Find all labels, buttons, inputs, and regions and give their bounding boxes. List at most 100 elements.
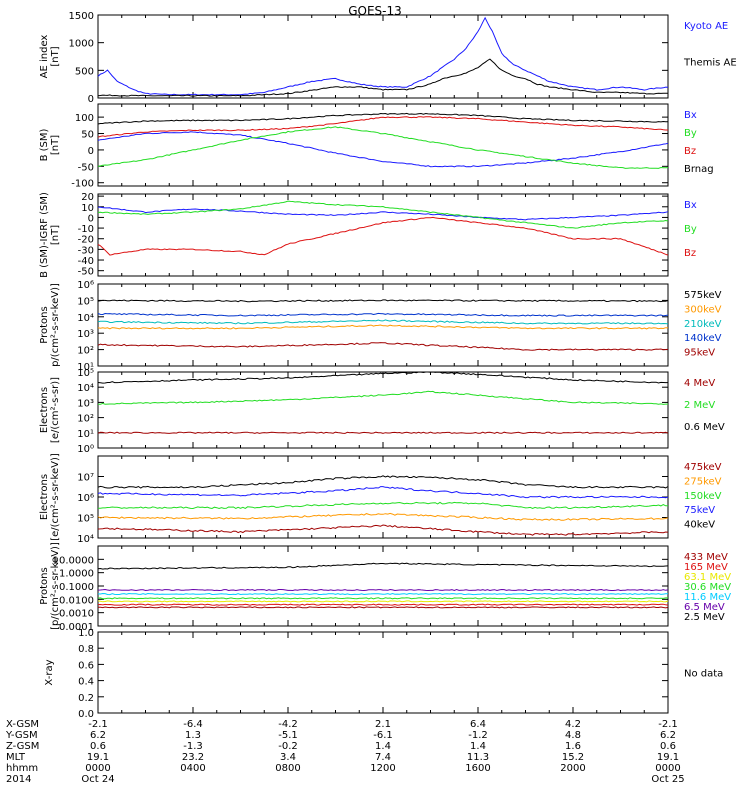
legend-entry: 11.6 MeV [684, 592, 731, 603]
series-line-40kev [97, 475, 669, 489]
y-tick-label: 0.0010 [59, 609, 94, 620]
y-tick-label: 1000 [69, 39, 94, 50]
axis-cell: 1.4 [375, 741, 391, 752]
y-tick-label: 1.0 [78, 628, 94, 639]
legend-entry: Bz [684, 146, 696, 157]
series-line-63-1-mev [97, 600, 669, 603]
series-line-210kev [97, 319, 669, 325]
axis-cell: 6.2 [90, 730, 106, 741]
axis-cell: Oct 24 [81, 774, 114, 785]
axis-cell: -1.3 [183, 741, 203, 752]
series-line-kyoto-ae [97, 16, 669, 96]
legend-entry: 275keV [684, 476, 722, 487]
y-tick-label: 10.0000 [53, 555, 94, 566]
axis-cell: 11.3 [467, 752, 489, 763]
series-line-brnag [97, 112, 669, 125]
axis-cell: 1.3 [185, 730, 201, 741]
y-tick-label: 10⁵ [77, 368, 94, 379]
y-tick-label: 0.4 [78, 677, 94, 688]
y-tick-label: 0 [88, 146, 94, 157]
series-line-30-6-mev [97, 597, 668, 600]
y-tick-label: 0.1000 [59, 582, 94, 593]
y-tick-label: 10⁶ [77, 280, 94, 291]
legend-entry: Bz [684, 248, 696, 259]
y-axis-label: [nT] [50, 46, 61, 66]
legend-entry: Themis AE [683, 58, 737, 69]
y-tick-label: -30 [78, 245, 94, 256]
axis-cell: 19.1 [657, 752, 679, 763]
y-tick-label: -40 [78, 256, 94, 267]
y-tick-label: -50 [78, 162, 94, 173]
axis-cell: 1.4 [470, 741, 486, 752]
y-axis-label: [nT] [50, 225, 61, 245]
series-line-475kev [97, 524, 669, 536]
series-line-2-5-mev [97, 562, 669, 570]
axis-cell: 0800 [275, 763, 300, 774]
axis-row-label: hhmm [6, 763, 38, 774]
axis-cell: 7.4 [375, 752, 391, 763]
panel-frame-1 [97, 103, 669, 187]
legend-entry: Bx [684, 200, 697, 211]
series-line-bx [97, 131, 669, 168]
y-tick-label: 10⁰ [77, 444, 94, 455]
axis-cell: Oct 25 [651, 774, 684, 785]
axis-cell: 0.6 [90, 741, 106, 752]
y-tick-label: 10⁷ [77, 473, 94, 484]
y-tick-label: 10⁶ [77, 493, 94, 504]
legend-entry: 30.6 MeV [684, 582, 731, 593]
axis-cell: 3.4 [280, 752, 296, 763]
y-axis-label: [e/(cm²-s-sr)] [50, 377, 61, 443]
axis-cell: -2.1 [658, 719, 678, 730]
y-axis-label: p/(cm²-s-sr-keV)] [50, 283, 61, 367]
series-line-by [97, 200, 669, 229]
y-tick-label: 0.8 [78, 644, 94, 655]
axis-cell: 0400 [180, 763, 205, 774]
series-line-4-mev [97, 431, 669, 434]
y-tick-label: 50 [81, 130, 94, 141]
axis-cell: 6.2 [660, 730, 676, 741]
axis-cell: 15.2 [562, 752, 584, 763]
y-axis-label: [e/(cm²-s-sr-keV)] [50, 453, 61, 541]
legend-entry: 63.1 MeV [684, 572, 731, 583]
axis-cell: -5.1 [278, 730, 298, 741]
legend-entry: Kyoto AE [684, 21, 728, 32]
y-tick-label: 10⁴ [77, 383, 94, 394]
series-line-bx [97, 206, 669, 221]
y-tick-label: 10³ [77, 329, 94, 340]
series-line-6-5-mev [97, 588, 669, 592]
legend-entry: 475keV [684, 462, 722, 473]
y-tick-label: 0.0001 [59, 622, 94, 633]
legend-entry: 140keV [684, 333, 722, 344]
axis-cell: 0000 [85, 763, 110, 774]
y-axis-label: [nT] [50, 135, 61, 155]
axis-cell: -6.1 [373, 730, 393, 741]
y-tick-label: 10³ [77, 398, 94, 409]
axis-cell: 0.6 [660, 741, 676, 752]
legend-entry: 95keV [684, 348, 715, 359]
y-tick-label: 10⁵ [77, 296, 94, 307]
panel-frame-0 [97, 14, 669, 99]
axis-cell: -0.2 [278, 741, 298, 752]
y-tick-label: 10⁴ [77, 313, 94, 324]
y-axis-label: [p/(cm²-s-sr-keV)] [50, 542, 61, 630]
axis-cell: -4.2 [278, 719, 298, 730]
series-line-165-mev [97, 603, 669, 606]
y-axis-label: B (SM)-IGRF (SM) [39, 192, 50, 278]
y-tick-label: -10 [78, 224, 94, 235]
legend-entry: 575keV [684, 290, 722, 301]
series-line-themis-ae [97, 58, 669, 97]
series-line-300kev [97, 324, 669, 330]
axis-cell: -1.2 [468, 730, 488, 741]
legend-entry: 150keV [684, 491, 722, 502]
y-tick-label: 0 [88, 213, 94, 224]
axis-row-label: X-GSM [6, 719, 39, 730]
series-line-433-mev [98, 606, 669, 609]
series-line-bz [97, 116, 668, 138]
y-tick-label: 10² [77, 346, 94, 357]
axis-cell: -6.4 [183, 719, 203, 730]
y-tick-label: 10⁵ [77, 514, 94, 525]
panel-frame-3 [97, 283, 669, 367]
panel-frame-6 [97, 545, 669, 627]
axis-cell: 2.1 [375, 719, 391, 730]
axis-cell: 4.2 [565, 719, 581, 730]
